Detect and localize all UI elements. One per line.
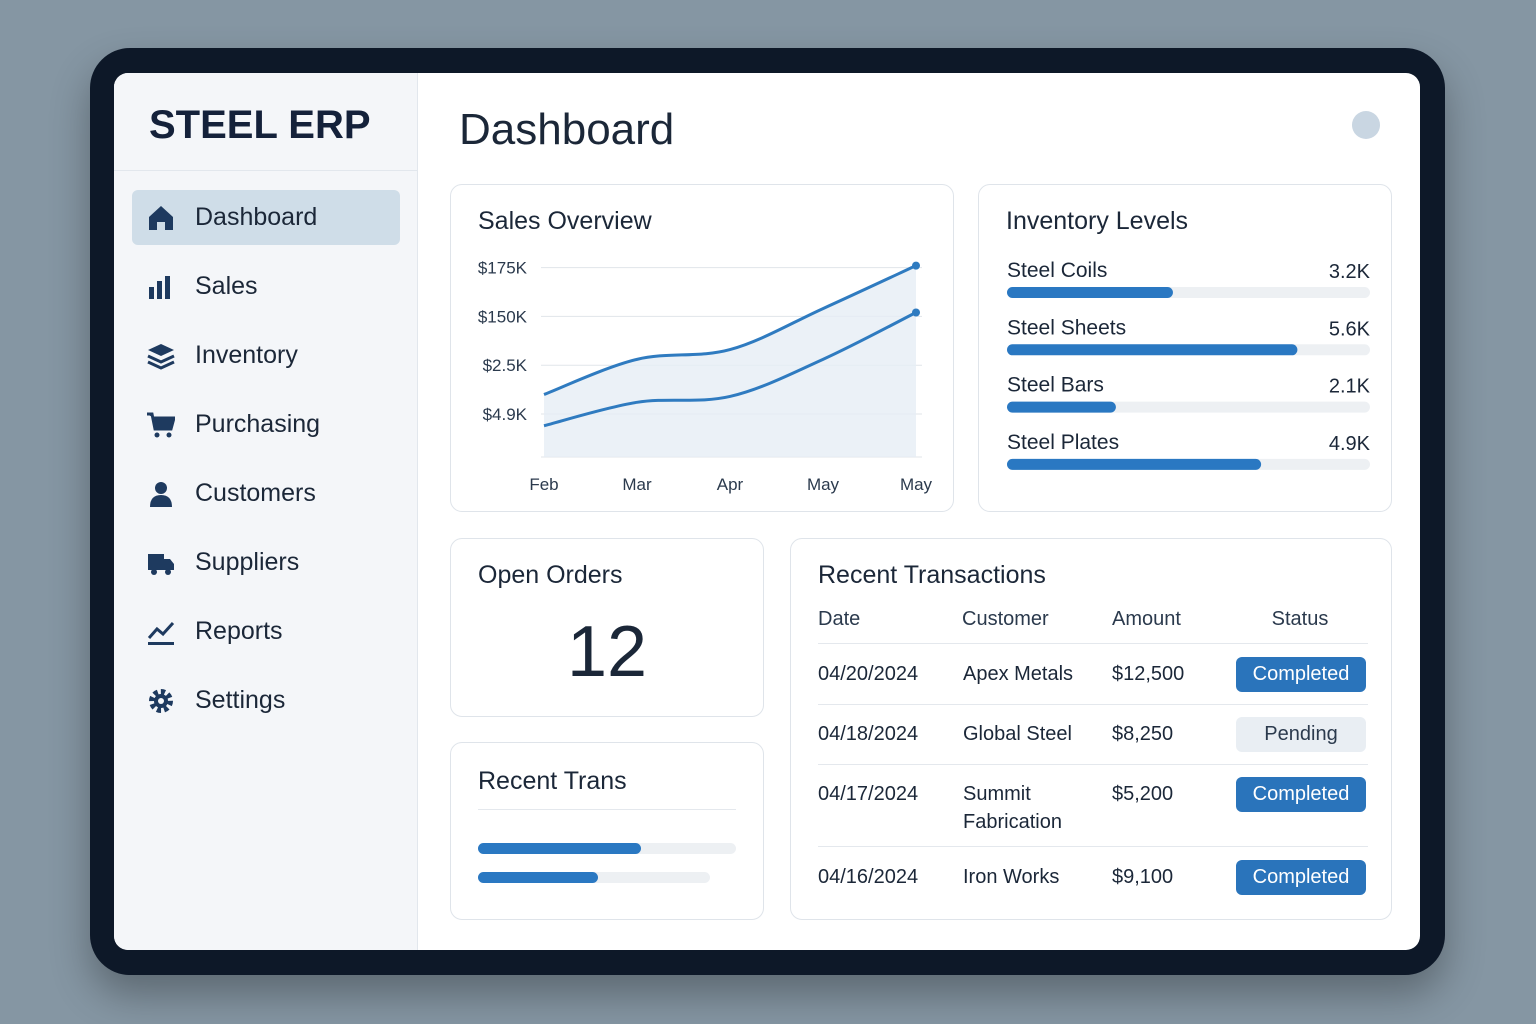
- end-point: [912, 308, 920, 317]
- menu-label: Suppliers: [195, 548, 300, 576]
- menu-item[interactable]: Settings: [132, 673, 400, 728]
- area: [544, 265, 916, 457]
- chart-title: Inventory Levels: [1006, 207, 1188, 235]
- end-point: [912, 261, 920, 270]
- y-tick-label: $4.9K: [483, 405, 528, 424]
- progress: [478, 843, 641, 854]
- transactions-card: Recent Transactions Date Customer Amount…: [790, 538, 1392, 920]
- bar: [1007, 401, 1116, 413]
- menu-item[interactable]: Dashboard: [132, 190, 400, 245]
- track: [478, 843, 736, 854]
- icon: [149, 206, 173, 230]
- x-tick-label: Feb: [529, 475, 558, 494]
- x-tick-label: May: [807, 475, 840, 494]
- x-tick-label: Apr: [717, 475, 744, 494]
- column-header: Customer: [962, 608, 1049, 630]
- bar-label: Steel Plates: [1007, 431, 1119, 454]
- bar: [1007, 287, 1173, 298]
- icon: [148, 554, 174, 575]
- brand: STEEL ERP: [149, 103, 371, 147]
- menu-item[interactable]: Suppliers: [132, 535, 400, 590]
- icon: [149, 689, 173, 713]
- divider: [818, 643, 1368, 644]
- bar: [1007, 344, 1298, 356]
- column-header: Status: [1271, 608, 1329, 630]
- bar-label: Steel Coils: [1007, 259, 1107, 282]
- cell: Iron Works: [963, 866, 1060, 888]
- icon: [150, 482, 172, 507]
- icon: [149, 276, 170, 299]
- value-label: 3.2K: [1329, 261, 1371, 283]
- menu-item[interactable]: Sales: [132, 259, 400, 314]
- divider: [478, 809, 736, 810]
- status-badge: Completed: [1236, 657, 1366, 692]
- x-tick-label: May: [900, 475, 933, 494]
- divider: [818, 846, 1368, 847]
- status-badge: Pending: [1236, 717, 1366, 752]
- value-label: 4.9K: [1329, 433, 1371, 455]
- divider: [818, 704, 1368, 705]
- line: [543, 311, 917, 428]
- cell: Global Steel: [963, 723, 1072, 745]
- cell: $5,200: [1112, 783, 1174, 805]
- y-tick-label: $2.5K: [483, 356, 528, 375]
- menu-label: Purchasing: [195, 410, 321, 438]
- icon: [147, 621, 175, 645]
- divider: [818, 764, 1368, 765]
- cell: Apex Metals: [963, 663, 1074, 685]
- value-label: 5.6K: [1329, 318, 1371, 340]
- x-tick-label: Mar: [622, 475, 652, 494]
- menu-item[interactable]: Inventory: [132, 328, 400, 383]
- sidebar: STEEL ERP Dashboard Sales Inventory Purc…: [114, 73, 418, 950]
- progress: [478, 872, 598, 883]
- column-header: Amount: [1112, 608, 1181, 630]
- open-orders-card: Open Orders 12: [450, 538, 764, 717]
- menu-label: Reports: [195, 617, 283, 645]
- menu-item[interactable]: Purchasing: [132, 397, 400, 452]
- bar-label: Steel Bars: [1007, 374, 1104, 397]
- cell: Summit Fabrication: [963, 783, 1062, 833]
- cell: 04/17/2024: [818, 783, 919, 805]
- recent-trans-card: Recent Trans: [450, 742, 764, 920]
- bar-label: Steel Sheets: [1007, 316, 1126, 339]
- status-badge: Completed: [1236, 777, 1366, 812]
- icon: [147, 344, 175, 370]
- cell: $8,250: [1112, 723, 1174, 745]
- card-title: Recent Transactions: [818, 561, 1046, 589]
- y-tick-label: $175K: [478, 259, 528, 278]
- cell: 04/18/2024: [818, 723, 919, 745]
- cell: $9,100: [1112, 866, 1174, 888]
- cell: $12,500: [1112, 663, 1185, 685]
- menu-label: Sales: [195, 272, 258, 300]
- chart-title: Sales Overview: [478, 207, 653, 235]
- track: [478, 872, 710, 883]
- page-title: Dashboard: [459, 105, 675, 154]
- cell: 04/16/2024: [818, 866, 919, 888]
- menu-label: Dashboard: [195, 203, 318, 231]
- card-title: Open Orders: [478, 561, 623, 589]
- y-tick-label: $150K: [478, 307, 528, 326]
- avatar[interactable]: [1352, 111, 1380, 139]
- column-header: Date: [818, 608, 861, 630]
- cell: 04/20/2024: [818, 663, 919, 685]
- line: [543, 264, 917, 396]
- menu-label: Customers: [195, 479, 316, 507]
- card-title: Recent Trans: [478, 767, 627, 795]
- bar: [1007, 458, 1262, 470]
- value-label: 2.1K: [1329, 376, 1371, 398]
- menu-label: Inventory: [195, 341, 298, 369]
- divider: [114, 170, 417, 171]
- status-badge: Completed: [1236, 860, 1366, 895]
- menu-item[interactable]: Customers: [132, 466, 400, 521]
- kpi-value: 12: [566, 612, 648, 692]
- menu-item[interactable]: Reports: [132, 604, 400, 659]
- icon: [147, 412, 175, 438]
- menu-label: Settings: [195, 686, 286, 714]
